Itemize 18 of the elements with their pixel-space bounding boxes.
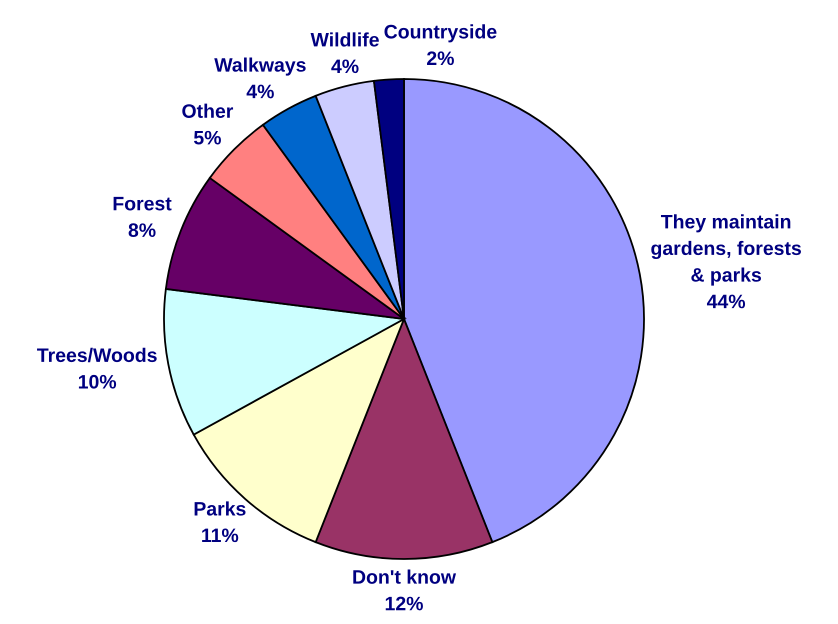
data-label: 44% (706, 294, 746, 308)
slice-label: Don't know (353, 570, 456, 584)
data-label: 2% (427, 51, 454, 66)
data-label: 4% (246, 84, 274, 98)
data-label: 4% (331, 59, 359, 74)
slice-label: Wildlife (310, 32, 379, 47)
slice-label: Countryside (384, 24, 496, 42)
slice-label: Walkways (214, 58, 306, 76)
data-label: 11% (202, 528, 238, 542)
data-label: 10% (78, 374, 116, 389)
slice-label: Trees/Woods (37, 348, 157, 362)
slice-label: Other (182, 104, 234, 118)
slice-label: Forest (114, 196, 172, 210)
slice-label: Parks (194, 501, 246, 516)
data-label: 5% (194, 130, 221, 145)
slice-label: They maintain gardens, forests & parks (651, 214, 801, 286)
data-label: 12% (386, 596, 423, 610)
data-label: 8% (128, 223, 156, 238)
